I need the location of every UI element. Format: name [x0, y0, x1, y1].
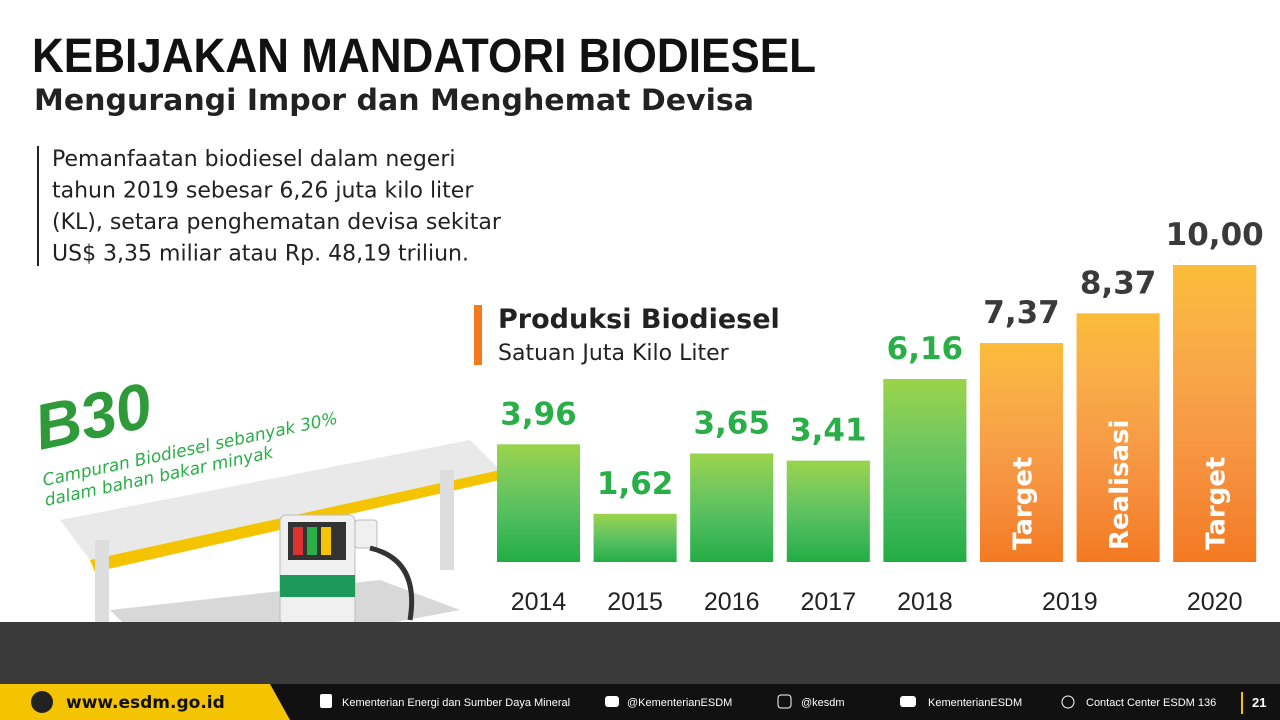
bar-chart: 3,96 2014 1,62 2015 3,65 2016 3,41 2017 6,16 2018…: [497, 217, 1264, 616]
chart-accent: [474, 305, 482, 365]
value-label: 10,00: [1166, 217, 1264, 253]
social-icons: [320, 694, 1075, 709]
website: www.esdm.go.id: [66, 693, 225, 713]
twitter[interactable]: @KementerianESDM: [627, 697, 732, 709]
intro-line: (KL), setara penghematan devisa sekitar: [52, 210, 502, 235]
value-label: 3,65: [693, 406, 770, 442]
page-number: 21: [1252, 695, 1266, 710]
bar-shine: [593, 513, 677, 562]
x-tick-label: 2017: [800, 588, 856, 616]
bar-shine: [1173, 265, 1257, 562]
bar-shine: [786, 460, 870, 562]
x-tick-label: 2019: [1042, 588, 1098, 616]
intro-line: Pemanfaatan biodiesel dalam negeri: [52, 147, 455, 172]
chart-title: Produksi Biodiesel: [498, 304, 780, 335]
bar-shine: [497, 444, 580, 562]
value-label: 7,37: [983, 295, 1060, 331]
x-tick-label: 2014: [511, 588, 567, 616]
youtube[interactable]: KementerianESDM: [928, 697, 1022, 709]
value-label: 3,41: [790, 413, 867, 449]
x-tick-label: 2015: [607, 588, 663, 616]
value-label: 6,16: [887, 331, 964, 367]
x-tick-label: 2020: [1187, 588, 1243, 616]
bar-shine: [883, 379, 967, 562]
title: KEBIJAKAN MANDATORI BIODIESEL: [32, 30, 816, 83]
value-label: 8,37: [1080, 265, 1157, 301]
b30-label: B30: [28, 369, 158, 464]
bar-label: Realisasi: [1105, 420, 1135, 550]
value-label: 1,62: [597, 466, 674, 502]
bar-shine: [1076, 313, 1160, 562]
intro: Pemanfaatan biodiesel dalam negeri tahun …: [52, 147, 502, 267]
x-tick-label: 2018: [897, 588, 953, 616]
footer-accent: [0, 684, 290, 720]
intro-line: tahun 2019 sebesar 6,26 juta kilo liter: [52, 179, 474, 204]
bar-shine: [690, 453, 774, 562]
instagram[interactable]: @kesdm: [801, 697, 845, 709]
intro-line: US$ 3,35 miliar atau Rp. 48,19 triliun.: [52, 242, 469, 267]
contact: Contact Center ESDM 136: [1086, 697, 1216, 709]
value-label: 3,96: [500, 396, 577, 432]
station-illustration: [60, 440, 500, 640]
bar-label: Target: [1009, 457, 1039, 550]
logo: [31, 691, 53, 713]
x-tick-label: 2016: [704, 588, 760, 616]
facebook[interactable]: Kementerian Energi dan Sumber Daya Miner…: [342, 697, 570, 709]
bar-label: Target: [1202, 457, 1232, 550]
bar-shine: [980, 343, 1063, 562]
subtitle: Mengurangi Impor dan Menghemat Devisa: [34, 83, 754, 117]
footer-band: [0, 622, 1280, 684]
chart-subtitle: Satuan Juta Kilo Liter: [498, 341, 730, 366]
